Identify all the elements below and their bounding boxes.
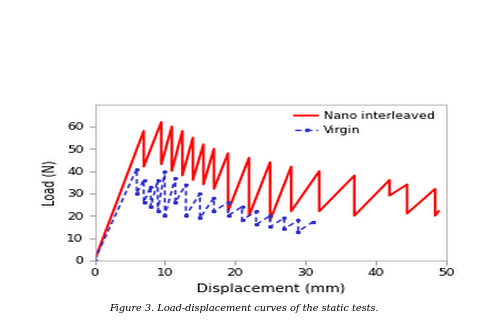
- Text: Figure 3. Load-displacement curves of the static tests.: Figure 3. Load-displacement curves of th…: [109, 304, 378, 313]
